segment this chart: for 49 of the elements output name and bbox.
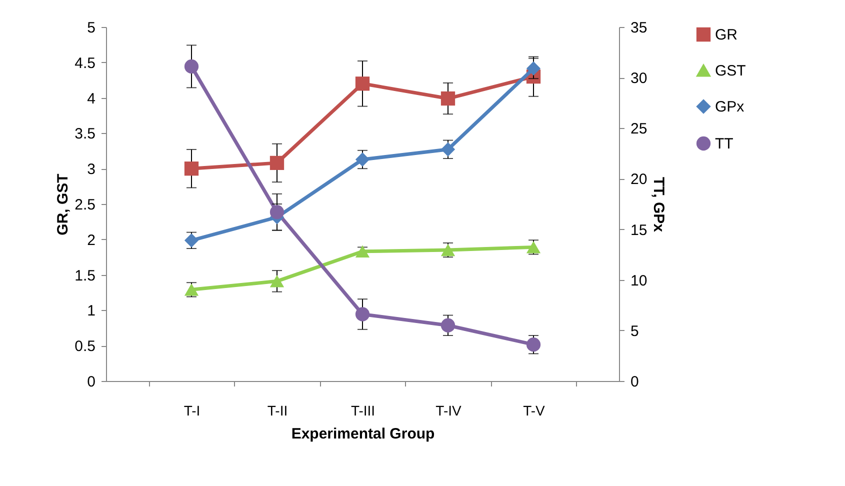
y-tick-label: 4 [87,90,96,108]
y-tick-label: 3 [87,161,96,178]
point [526,338,541,352]
legend-label: TT [715,136,734,152]
y2-tick-label: 20 [630,171,648,188]
y2-tick-label: 10 [630,272,648,290]
legend-label: GR [715,26,738,44]
legend-label: GPx [715,98,745,116]
point [355,152,370,167]
y-tick-label: 0.5 [74,338,96,356]
y-tick-label: 1.5 [74,267,96,284]
point [526,241,541,254]
point [440,318,456,332]
y-tick-label: 0 [87,374,96,390]
y2-tick-label: 25 [630,120,648,138]
point [355,307,370,322]
point [184,284,199,296]
point [184,162,199,176]
point [270,205,284,220]
y2-tick-label: 35 [630,20,648,36]
point [184,233,199,248]
point [440,91,456,106]
y-tick-label: 1 [87,302,96,320]
legend-label: GST [715,62,746,80]
point [440,244,456,256]
x-tick-label: T-III [350,402,376,418]
x-tick-label: T-I [184,402,200,418]
y-tick-label: 2.5 [74,196,96,214]
y2-tick-label: 5 [630,322,639,340]
y2-tick-label: 15 [630,222,648,239]
point [270,156,284,170]
y-tick-label: 4.5 [74,54,96,72]
point [184,59,199,74]
point [526,61,541,76]
point [270,275,284,288]
y-tick-label: 3.5 [74,126,96,143]
y-tick-label: 5 [87,20,96,36]
y-tick-label: 2 [87,232,96,249]
point [355,245,370,258]
point [440,142,456,156]
x-axis-title: Experimental Group [291,426,435,442]
point [355,76,370,91]
y-axis-title: GR, GST [54,174,72,236]
x-tick-label: T-V [523,402,546,418]
y2-tick-label: 30 [630,70,648,88]
y2-axis-title: TT, GPx [650,176,668,233]
x-tick-label: T-II [267,402,288,418]
x-tick-label: T-IV [436,402,462,418]
y2-tick-label: 0 [630,374,639,390]
